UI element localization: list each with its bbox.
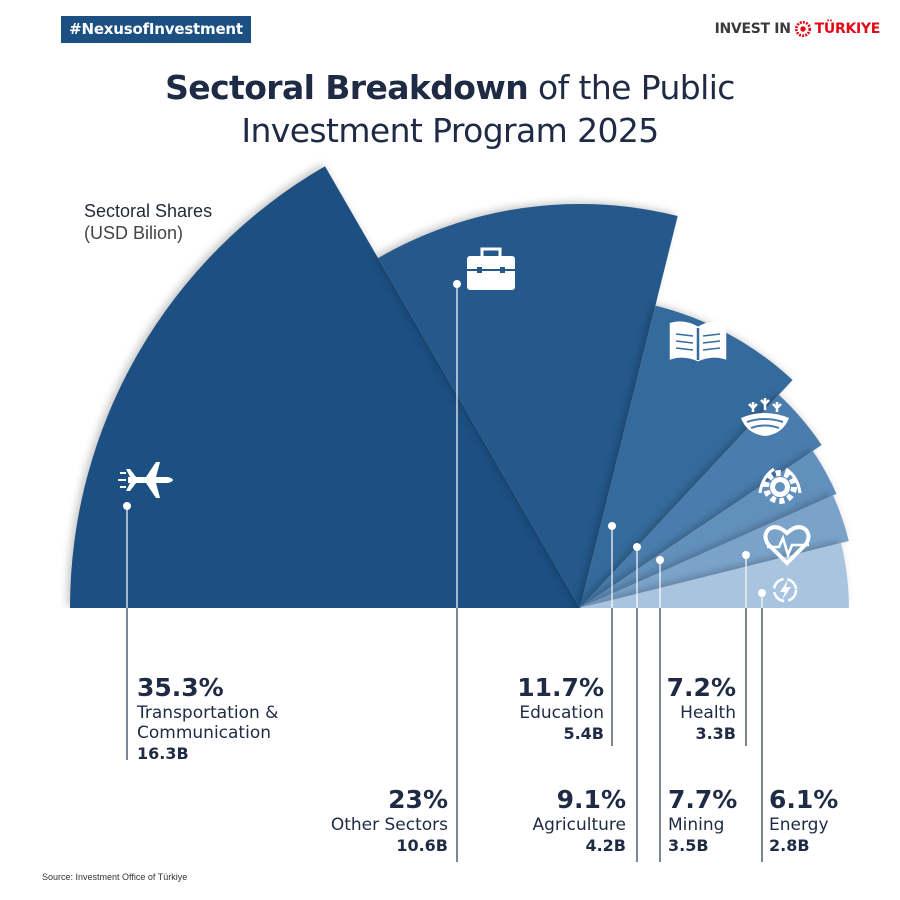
unit-text: (USD Bilion)	[84, 223, 184, 243]
leader-dot	[633, 543, 641, 551]
transport-share: 35.3%	[137, 673, 224, 702]
slice-agriculture	[580, 394, 822, 608]
transport-name-line1: Transportation &	[137, 703, 279, 723]
label-agriculture: 9.1% Agriculture 4.2B	[500, 785, 627, 857]
leader-dot	[123, 502, 131, 510]
slice-briefcase	[378, 204, 678, 608]
education-share: 11.7%	[517, 673, 604, 702]
title-line2: Investment Program 2025	[241, 111, 659, 150]
transport-value: 16.3B	[137, 744, 189, 763]
heart-pulse-icon	[763, 525, 811, 566]
energy-name: Energy	[769, 815, 829, 835]
mining-name: Mining	[668, 815, 725, 835]
title-rest: of the Public	[528, 68, 735, 107]
mining-share: 7.7%	[668, 785, 738, 814]
slice-book	[580, 305, 793, 608]
label-mining: 7.7% Mining 3.5B	[668, 785, 737, 857]
hashtag-badge: #NexusofInvestment	[61, 16, 251, 43]
label-education: 11.7% Education 5.4B	[480, 673, 604, 745]
chart-subtitle: Sectoral Shares (USD Bilion)	[84, 200, 212, 244]
other-value: 10.6B	[396, 836, 448, 855]
leader-dot	[758, 589, 766, 597]
leader-dot	[742, 551, 750, 559]
leader-dot	[608, 522, 616, 530]
education-value: 5.4B	[563, 724, 604, 743]
education-name: Education	[519, 703, 604, 723]
brand-logo: INVEST IN TÜRKIYE	[715, 17, 880, 41]
leader-dot	[656, 556, 664, 564]
agriculture-icon	[741, 398, 789, 436]
gear-icon	[758, 467, 802, 504]
label-transport: 35.3% Transportation & Communication 16.…	[137, 673, 278, 765]
briefcase-icon	[467, 247, 515, 290]
agriculture-share: 9.1%	[556, 785, 626, 814]
title-bold: Sectoral Breakdown	[165, 68, 529, 107]
brand-ring-icon	[794, 20, 811, 38]
brand-text-left: INVEST IN	[714, 21, 791, 37]
label-health: 7.2% Health 3.3B	[640, 673, 736, 745]
transport-name-line2: Communication	[137, 723, 271, 743]
page-title: Sectoral Breakdown of the Public Investm…	[0, 66, 900, 152]
slice-airplane	[70, 166, 580, 609]
energy-icon	[772, 577, 798, 603]
agriculture-name: Agriculture	[532, 815, 627, 835]
source-note: Source: Investment Office of Türkiye	[42, 872, 188, 882]
leader-dot	[453, 280, 461, 288]
energy-value: 2.8B	[769, 836, 810, 855]
mining-value: 3.5B	[668, 836, 709, 855]
book-icon	[669, 321, 727, 362]
other-share: 23%	[388, 785, 448, 814]
label-other: 23% Other Sectors 10.6B	[300, 785, 448, 857]
health-value: 3.3B	[695, 724, 736, 743]
health-share: 7.2%	[666, 673, 736, 702]
chart-baseline-mask	[0, 608, 900, 900]
energy-share: 6.1%	[769, 785, 839, 814]
agriculture-value: 4.2B	[585, 836, 626, 855]
brand-text-right: TÜRKIYE	[814, 21, 881, 37]
health-name: Health	[680, 703, 736, 723]
airplane-icon	[118, 462, 173, 498]
other-name: Other Sectors	[330, 815, 448, 835]
slice-heart-pulse	[580, 495, 849, 608]
label-energy: 6.1% Energy 2.8B	[769, 785, 838, 857]
subtitle-text: Sectoral Shares	[84, 201, 213, 221]
